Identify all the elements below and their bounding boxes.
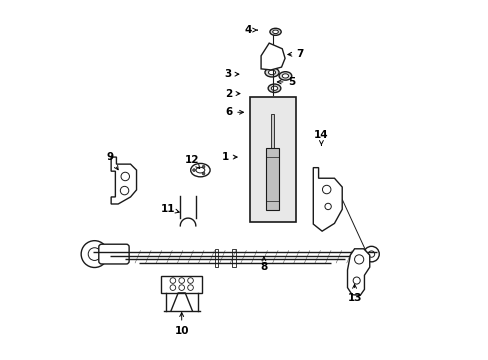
Text: 12: 12 (184, 154, 199, 168)
Bar (232, 249, 235, 267)
Ellipse shape (268, 107, 276, 112)
FancyBboxPatch shape (99, 244, 129, 264)
Text: 5: 5 (277, 77, 295, 87)
Circle shape (120, 186, 128, 195)
Polygon shape (261, 43, 285, 70)
Bar (265, 148, 279, 210)
Ellipse shape (266, 53, 278, 60)
Circle shape (363, 246, 379, 262)
Text: 6: 6 (224, 107, 243, 117)
Text: 8: 8 (260, 257, 267, 273)
Circle shape (367, 251, 374, 257)
Text: 9: 9 (106, 152, 118, 170)
Circle shape (187, 285, 193, 291)
Circle shape (187, 278, 193, 283)
Circle shape (121, 172, 129, 181)
Circle shape (179, 278, 184, 283)
Circle shape (322, 185, 330, 194)
Ellipse shape (266, 210, 279, 219)
Circle shape (81, 241, 108, 267)
Circle shape (192, 169, 195, 171)
Ellipse shape (269, 28, 281, 35)
Circle shape (202, 165, 204, 168)
Text: 2: 2 (224, 89, 240, 99)
Circle shape (354, 255, 363, 264)
Text: 7: 7 (287, 49, 304, 59)
Ellipse shape (268, 70, 275, 75)
Text: 3: 3 (224, 69, 238, 79)
Ellipse shape (282, 74, 288, 78)
Text: 14: 14 (313, 130, 328, 145)
Text: 11: 11 (160, 204, 179, 214)
Polygon shape (313, 168, 342, 231)
Ellipse shape (190, 163, 210, 177)
Ellipse shape (269, 55, 275, 58)
Circle shape (202, 172, 204, 175)
Circle shape (179, 285, 184, 291)
Circle shape (170, 278, 175, 283)
Ellipse shape (267, 84, 280, 93)
Ellipse shape (196, 167, 204, 173)
Bar (161, 276, 202, 293)
Bar (270, 114, 274, 161)
Circle shape (352, 277, 360, 284)
Ellipse shape (264, 68, 279, 77)
Text: 1: 1 (221, 152, 237, 162)
Bar (249, 97, 295, 222)
Polygon shape (347, 249, 369, 295)
Ellipse shape (265, 105, 279, 114)
Polygon shape (111, 157, 136, 204)
Circle shape (324, 203, 330, 210)
Ellipse shape (272, 30, 278, 33)
Text: 13: 13 (346, 284, 361, 303)
Text: 10: 10 (174, 312, 188, 336)
Text: 4: 4 (244, 25, 257, 35)
Ellipse shape (269, 212, 276, 217)
Circle shape (170, 285, 175, 291)
Circle shape (88, 248, 101, 260)
Bar (214, 249, 218, 267)
Ellipse shape (271, 86, 277, 90)
Ellipse shape (279, 72, 291, 80)
